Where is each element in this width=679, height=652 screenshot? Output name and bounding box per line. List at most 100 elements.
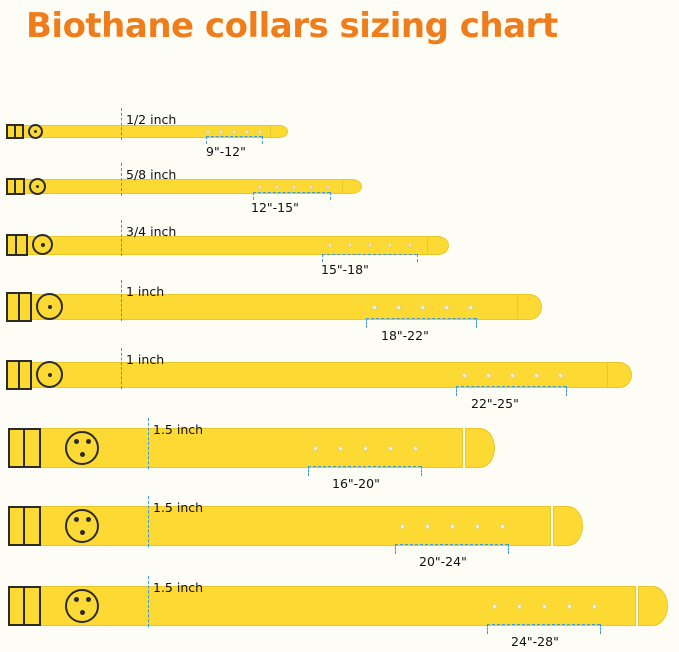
range-guide-line (253, 192, 330, 193)
adjust-hole (534, 373, 539, 378)
rivet (74, 517, 79, 522)
collar-row: 1/2 inch 9"-12" (0, 100, 679, 160)
range-guide-tick (330, 192, 331, 200)
buckle-prong (14, 124, 16, 139)
adjust-hole (326, 185, 330, 189)
rivet (86, 597, 91, 602)
range-guide-tick (417, 254, 418, 262)
collar-strap-tip (553, 506, 583, 546)
range-guide-tick (508, 544, 509, 554)
range-guide-line (206, 136, 262, 137)
range-guide-line (366, 318, 476, 319)
adjust-hole (348, 243, 352, 247)
d-ring-center-dot (48, 305, 52, 309)
adjust-hole (219, 130, 223, 134)
range-guide-line (456, 386, 566, 387)
collar-strap-tip (517, 294, 542, 320)
collar-row: 1.5 inch 24"-28" (0, 568, 679, 652)
range-guide-tick (308, 466, 309, 476)
adjust-hole (510, 373, 515, 378)
width-guide-line (121, 108, 122, 140)
d-ring-center-dot (41, 243, 45, 247)
range-label: 12"-15" (251, 200, 299, 215)
range-label: 24"-28" (511, 634, 559, 649)
collar-row: 3/4 inch 15"-18" (0, 212, 679, 277)
width-label: 1.5 inch (153, 422, 204, 437)
range-guide-tick (262, 136, 263, 144)
d-ring-center-dot (48, 373, 52, 377)
collar-strap (8, 294, 523, 320)
adjust-hole (258, 185, 262, 189)
range-label: 18"-22" (381, 328, 429, 343)
adjust-hole (468, 305, 473, 310)
buckle-prong (23, 586, 25, 626)
rivet (74, 439, 79, 444)
collar-strap-tip (638, 586, 668, 626)
width-guide-line (148, 576, 149, 627)
adjust-hole (396, 305, 401, 310)
sizing-chart: 1/2 inch 9"-12" 5/8 inch 12"-15" (0, 100, 679, 652)
adjust-hole (258, 130, 262, 134)
adjust-hole (486, 373, 491, 378)
range-label: 22"-25" (471, 396, 519, 411)
collar-row: 1.5 inch 16"-20" (0, 410, 679, 491)
collar-strap (8, 586, 636, 626)
buckle-prong (18, 360, 20, 390)
collar-strap-tip (427, 236, 449, 255)
adjust-hole (338, 446, 343, 451)
width-guide-line (121, 280, 122, 321)
d-ring (28, 124, 43, 139)
range-guide-line (487, 624, 600, 625)
width-label: 3/4 inch (126, 224, 177, 239)
adjust-hole (400, 524, 405, 529)
range-label: 20"-24" (419, 554, 467, 569)
collar-strap (8, 362, 613, 388)
range-guide-tick (476, 318, 477, 328)
adjust-hole (388, 446, 393, 451)
adjust-hole (420, 305, 425, 310)
adjust-hole (444, 305, 449, 310)
collar-row: 5/8 inch 12"-15" (0, 155, 679, 215)
adjust-hole (232, 130, 236, 134)
buckle-frame (6, 234, 28, 256)
range-guide-line (322, 254, 417, 255)
range-guide-tick (206, 136, 207, 144)
d-ring-center-dot (34, 130, 37, 133)
adjust-hole (517, 604, 522, 609)
adjust-hole (475, 524, 480, 529)
adjust-hole (567, 604, 572, 609)
buckle-prong (23, 428, 25, 468)
adjust-hole (292, 185, 296, 189)
d-ring (36, 293, 63, 320)
buckle-prong (14, 178, 16, 195)
adjust-hole (408, 243, 412, 247)
adjust-hole (413, 446, 418, 451)
width-label: 5/8 inch (126, 167, 177, 182)
adjust-hole (245, 130, 249, 134)
range-guide-tick (456, 386, 457, 396)
range-label: 16"-20" (332, 476, 380, 491)
width-label: 1.5 inch (153, 580, 204, 595)
range-guide-line (308, 466, 421, 467)
buckle-prong (15, 234, 17, 256)
d-ring (65, 509, 99, 543)
rivet (80, 452, 85, 457)
range-guide-tick (395, 544, 396, 554)
collar-strap-tip (465, 428, 495, 468)
collar-row: 1 inch 18"-22" (0, 272, 679, 343)
collar-row: 1.5 inch 20"-24" (0, 488, 679, 569)
collar-strap-tip (607, 362, 632, 388)
width-guide-line (121, 220, 122, 256)
d-ring (65, 589, 99, 623)
width-guide-line (148, 418, 149, 469)
adjust-hole (363, 446, 368, 451)
adjust-hole (462, 373, 467, 378)
range-guide-line (395, 544, 508, 545)
d-ring (36, 361, 63, 388)
adjust-hole (368, 243, 372, 247)
range-guide-tick (366, 318, 367, 328)
adjust-hole (328, 243, 332, 247)
range-label: 9"-12" (206, 144, 246, 159)
adjust-hole (425, 524, 430, 529)
rivet (86, 517, 91, 522)
